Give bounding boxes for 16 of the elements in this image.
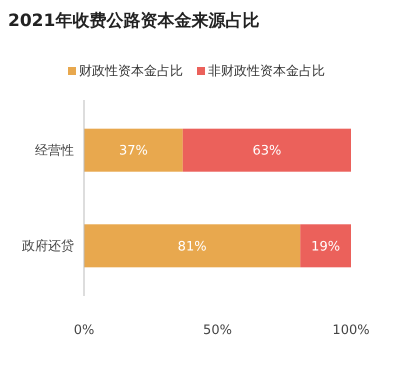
chart-title: 2021年收费公路资本金来源占比 [8, 11, 260, 31]
data-label: 19% [311, 239, 340, 254]
y-tick-label: 经营性 [35, 143, 74, 158]
bar [84, 224, 300, 268]
bar [182, 128, 351, 172]
data-label: 81% [178, 239, 207, 254]
x-tick-label: 100% [332, 323, 370, 338]
data-label: 63% [252, 144, 282, 159]
legend-label: 财政性资本金占比 [79, 64, 183, 79]
bar [300, 224, 351, 268]
y-tick-label: 政府还贷 [22, 238, 74, 254]
x-tick-label: 50% [203, 323, 232, 338]
data-label: 37% [118, 144, 148, 159]
bar [84, 128, 183, 172]
legend-label: 非财政性资本金占比 [208, 64, 325, 79]
x-tick-label: 0% [74, 323, 94, 338]
